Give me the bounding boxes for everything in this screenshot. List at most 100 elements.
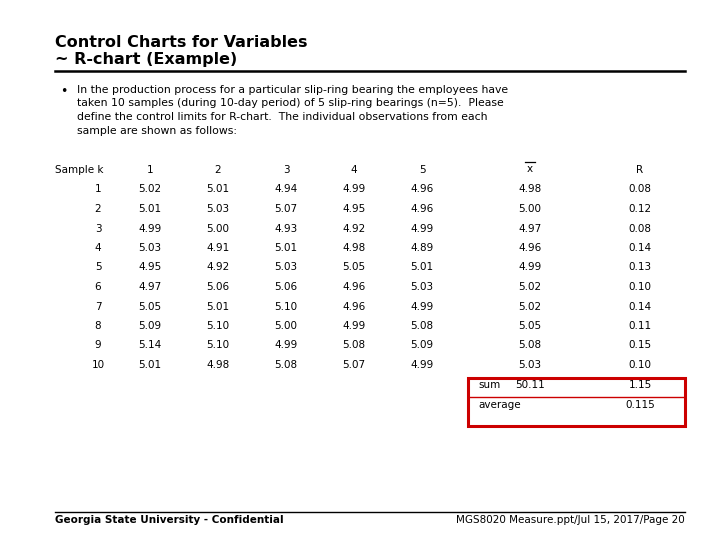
Text: 6: 6 <box>95 282 102 292</box>
Text: 5.05: 5.05 <box>138 301 161 312</box>
Text: 5.01: 5.01 <box>274 243 297 253</box>
Text: 4.98: 4.98 <box>207 360 230 370</box>
Text: define the control limits for R-chart.  The individual observations from each: define the control limits for R-chart. T… <box>77 112 487 122</box>
Text: 4.96: 4.96 <box>410 185 433 194</box>
Text: 5.00: 5.00 <box>274 321 297 331</box>
Text: 5.01: 5.01 <box>138 204 161 214</box>
Text: 4: 4 <box>95 243 102 253</box>
Text: 5.08: 5.08 <box>274 360 297 370</box>
Text: 5.05: 5.05 <box>518 321 541 331</box>
Text: 5.08: 5.08 <box>410 321 433 331</box>
Text: 4.98: 4.98 <box>518 185 541 194</box>
Text: 5.05: 5.05 <box>343 262 366 273</box>
Text: 5.06: 5.06 <box>207 282 230 292</box>
Text: 4.99: 4.99 <box>518 262 541 273</box>
Text: 0.15: 0.15 <box>629 341 652 350</box>
Text: 5.09: 5.09 <box>138 321 161 331</box>
Text: 0.11: 0.11 <box>629 321 652 331</box>
Text: 9: 9 <box>95 341 102 350</box>
Text: 50.11: 50.11 <box>515 381 545 390</box>
Text: 0.13: 0.13 <box>629 262 652 273</box>
Text: MGS8020 Measure.ppt/Jul 15, 2017/Page 20: MGS8020 Measure.ppt/Jul 15, 2017/Page 20 <box>456 515 685 525</box>
Text: Sample k: Sample k <box>55 165 104 175</box>
Text: 0.10: 0.10 <box>629 282 652 292</box>
Text: 5.01: 5.01 <box>138 360 161 370</box>
Text: 5.03: 5.03 <box>410 282 433 292</box>
Text: 5.08: 5.08 <box>518 341 541 350</box>
Text: 1.15: 1.15 <box>629 381 652 390</box>
Text: 8: 8 <box>95 321 102 331</box>
Text: 5.02: 5.02 <box>518 282 541 292</box>
Text: 5.00: 5.00 <box>207 224 230 233</box>
Text: 0.08: 0.08 <box>629 185 652 194</box>
Text: 5.01: 5.01 <box>410 262 433 273</box>
Text: 4.93: 4.93 <box>274 224 297 233</box>
Text: 4.96: 4.96 <box>343 301 366 312</box>
Text: 4.98: 4.98 <box>343 243 366 253</box>
Text: 4.97: 4.97 <box>138 282 161 292</box>
Text: 5.01: 5.01 <box>207 301 230 312</box>
Text: 5.03: 5.03 <box>138 243 161 253</box>
Text: sum: sum <box>478 381 500 390</box>
Text: •: • <box>60 85 68 98</box>
Text: 5.14: 5.14 <box>138 341 161 350</box>
Text: 0.14: 0.14 <box>629 301 652 312</box>
Text: 4.97: 4.97 <box>518 224 541 233</box>
Text: 1: 1 <box>147 165 153 175</box>
Text: 0.10: 0.10 <box>629 360 652 370</box>
Text: 4.92: 4.92 <box>207 262 230 273</box>
Text: 1: 1 <box>95 185 102 194</box>
Text: 3: 3 <box>95 224 102 233</box>
Text: Georgia State University - Confidential: Georgia State University - Confidential <box>55 515 284 525</box>
Bar <box>468 377 685 426</box>
Text: 5.00: 5.00 <box>518 204 541 214</box>
Text: 5.03: 5.03 <box>274 262 297 273</box>
Text: 5.09: 5.09 <box>410 341 433 350</box>
Text: 4.94: 4.94 <box>274 185 297 194</box>
Text: 4.95: 4.95 <box>138 262 161 273</box>
Text: 5.02: 5.02 <box>518 301 541 312</box>
Text: 4.99: 4.99 <box>343 185 366 194</box>
Text: 4.99: 4.99 <box>410 224 433 233</box>
Text: 5.06: 5.06 <box>274 282 297 292</box>
Text: x: x <box>527 164 533 174</box>
Text: 0.08: 0.08 <box>629 224 652 233</box>
Text: 0.115: 0.115 <box>625 400 655 410</box>
Text: average: average <box>478 400 521 410</box>
Text: 4.99: 4.99 <box>343 321 366 331</box>
Text: 5.02: 5.02 <box>138 185 161 194</box>
Text: 5.03: 5.03 <box>518 360 541 370</box>
Text: R: R <box>636 165 644 175</box>
Text: 10: 10 <box>91 360 104 370</box>
Text: 2: 2 <box>95 204 102 214</box>
Text: 4.96: 4.96 <box>410 204 433 214</box>
Text: 3: 3 <box>283 165 289 175</box>
Text: 7: 7 <box>95 301 102 312</box>
Text: 0.14: 0.14 <box>629 243 652 253</box>
Text: 4.96: 4.96 <box>518 243 541 253</box>
Text: sample are shown as follows:: sample are shown as follows: <box>77 125 237 136</box>
Text: 4.99: 4.99 <box>274 341 297 350</box>
Text: 4.95: 4.95 <box>343 204 366 214</box>
Text: 0.12: 0.12 <box>629 204 652 214</box>
Text: 5.10: 5.10 <box>274 301 297 312</box>
Text: Control Charts for Variables: Control Charts for Variables <box>55 35 307 50</box>
Text: 2: 2 <box>215 165 221 175</box>
Text: 5.08: 5.08 <box>343 341 366 350</box>
Text: 4.99: 4.99 <box>138 224 161 233</box>
Text: 4.99: 4.99 <box>410 360 433 370</box>
Text: 5: 5 <box>419 165 426 175</box>
Text: 5.10: 5.10 <box>207 341 230 350</box>
Text: 4: 4 <box>351 165 357 175</box>
Text: 4.91: 4.91 <box>207 243 230 253</box>
Text: ~ R-chart (Example): ~ R-chart (Example) <box>55 52 238 67</box>
Text: 5: 5 <box>95 262 102 273</box>
Text: 4.96: 4.96 <box>343 282 366 292</box>
Text: 5.01: 5.01 <box>207 185 230 194</box>
Text: 5.03: 5.03 <box>207 204 230 214</box>
Text: 4.99: 4.99 <box>410 301 433 312</box>
Text: In the production process for a particular slip-ring bearing the employees have: In the production process for a particul… <box>77 85 508 95</box>
Text: taken 10 samples (during 10-day period) of 5 slip-ring bearings (n=5).  Please: taken 10 samples (during 10-day period) … <box>77 98 504 109</box>
Text: 4.89: 4.89 <box>410 243 433 253</box>
Text: 5.07: 5.07 <box>343 360 366 370</box>
